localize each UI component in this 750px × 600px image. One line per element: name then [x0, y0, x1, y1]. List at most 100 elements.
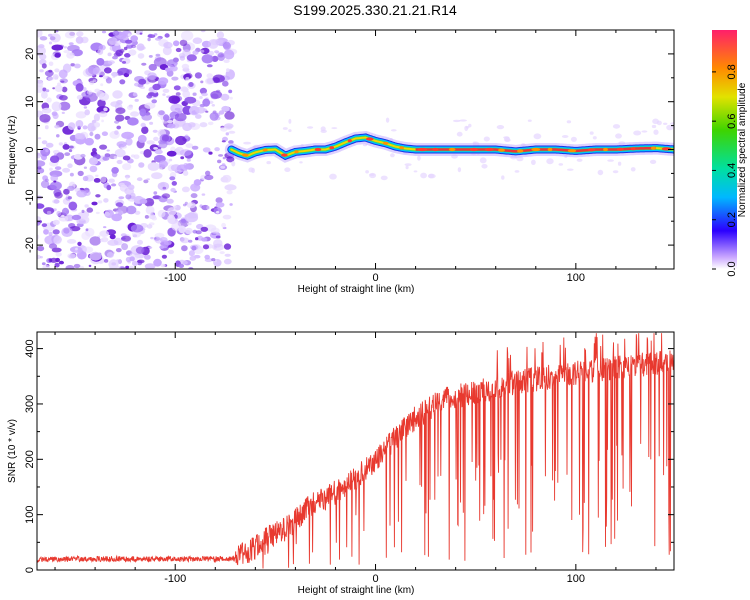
- faint-blob: [284, 167, 291, 172]
- noise-blob: [39, 256, 43, 259]
- noise-blob: [185, 143, 194, 149]
- noise-blob: [126, 44, 133, 49]
- faint-blob: [417, 155, 421, 161]
- track-hotspot: [242, 153, 249, 157]
- noise-blob: [171, 96, 180, 104]
- track-hotspot: [448, 147, 456, 152]
- noise-blob: [112, 90, 123, 99]
- noise-blob: [61, 227, 73, 238]
- faint-blob: [566, 120, 572, 124]
- y-tick-label: -20: [24, 237, 36, 253]
- noise-blob: [188, 250, 195, 257]
- noise-blob: [144, 263, 156, 269]
- colorbar-tick-label: 0.2: [726, 212, 738, 227]
- noise-blob: [186, 202, 196, 209]
- noise-blob: [151, 172, 163, 180]
- noise-blob: [206, 64, 213, 68]
- noise-blob: [206, 205, 210, 210]
- faint-blob: [428, 173, 435, 179]
- noise-blob: [224, 111, 235, 120]
- noise-blob: [180, 86, 188, 92]
- faint-blob: [663, 122, 668, 126]
- noise-blob: [182, 122, 193, 132]
- noise-blob: [208, 151, 213, 155]
- noise-blob: [182, 203, 187, 207]
- faint-blob: [390, 153, 395, 158]
- noise-blob: [127, 105, 133, 110]
- noise-blob: [50, 174, 59, 182]
- noise-blob: [37, 203, 45, 209]
- noise-blob: [162, 186, 167, 190]
- noise-blob: [104, 211, 111, 217]
- noise-blob: [148, 55, 153, 58]
- noise-blob: [214, 50, 220, 54]
- track-hotspot: [469, 147, 478, 152]
- noise-blob: [93, 178, 101, 183]
- noise-blob: [139, 108, 147, 117]
- noise-blob: [116, 141, 127, 148]
- noise-blob: [56, 210, 61, 217]
- track-hotspot: [262, 148, 268, 152]
- noise-blob: [144, 254, 151, 260]
- noise-blob: [37, 79, 44, 88]
- noise-blob: [53, 180, 57, 183]
- noise-blob: [228, 89, 233, 94]
- snr-series: [37, 333, 674, 569]
- noise-blob: [37, 166, 42, 170]
- noise-blob: [37, 30, 43, 38]
- noise-blob: [164, 33, 170, 38]
- colorbar-gradient: [712, 30, 737, 269]
- noise-blob: [41, 262, 46, 266]
- faint-blob: [369, 172, 377, 179]
- faint-blob: [329, 173, 337, 180]
- noise-blob: [91, 201, 98, 206]
- noise-blob: [74, 63, 81, 69]
- noise-blob: [42, 264, 50, 269]
- colorbar-tick-label: 0.4: [726, 163, 738, 178]
- noise-blob: [171, 221, 182, 231]
- noise-blob: [184, 165, 191, 169]
- faint-blob: [390, 129, 397, 132]
- noise-blob: [160, 240, 169, 249]
- faint-blob: [633, 130, 642, 136]
- noise-blob: [186, 54, 197, 62]
- noise-blob: [125, 137, 133, 146]
- noise-blob: [211, 258, 216, 262]
- noise-blob: [195, 230, 202, 235]
- noise-blob: [99, 144, 108, 150]
- noise-blob: [162, 93, 166, 96]
- noise-blob: [187, 222, 192, 226]
- faint-blob: [288, 118, 292, 124]
- noise-blob: [83, 166, 87, 169]
- track-hotspot: [432, 147, 439, 152]
- noise-blob: [94, 133, 101, 140]
- noise-blob: [196, 235, 204, 241]
- noise-blob: [143, 179, 149, 184]
- noise-blob: [163, 41, 173, 49]
- noise-blob: [174, 107, 181, 111]
- noise-blob: [202, 147, 211, 153]
- noise-blob: [216, 89, 221, 93]
- noise-blob: [70, 63, 75, 67]
- noise-blob: [144, 102, 156, 109]
- noise-blob: [76, 95, 83, 100]
- x-tick-label: -100: [164, 573, 186, 585]
- noise-blob: [106, 184, 112, 191]
- noise-blob: [179, 39, 188, 46]
- noise-blob: [37, 254, 41, 260]
- noise-blob: [121, 61, 127, 64]
- noise-blob: [192, 37, 203, 44]
- noise-blob: [152, 83, 161, 91]
- track-hotspot: [547, 147, 553, 152]
- noise-blob: [147, 162, 160, 171]
- noise-blob: [148, 88, 153, 92]
- noise-blob: [186, 158, 191, 162]
- noise-blob: [48, 61, 54, 67]
- faint-blob: [420, 172, 427, 179]
- noise-blob: [175, 169, 182, 174]
- faint-blob: [380, 175, 388, 181]
- noise-blob: [58, 101, 71, 111]
- noise-blob: [171, 181, 177, 186]
- noise-blob: [64, 152, 71, 157]
